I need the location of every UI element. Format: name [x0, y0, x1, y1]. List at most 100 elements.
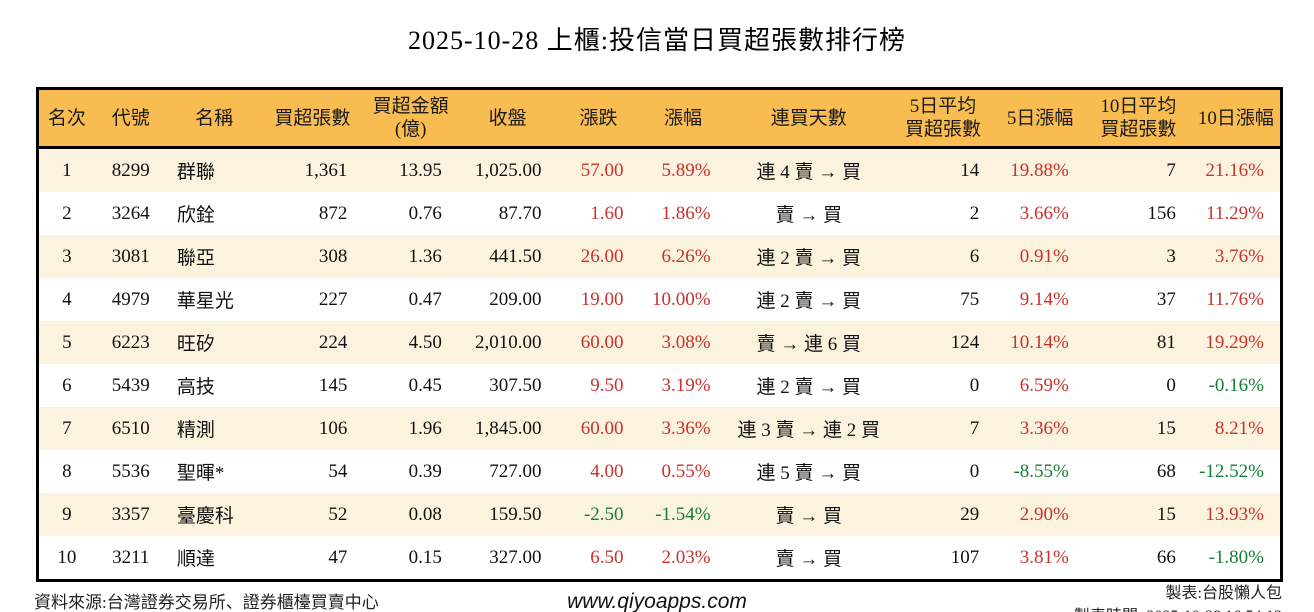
- cell-avg10: 66: [1156, 546, 1176, 568]
- cell-change: -2.50: [583, 503, 624, 525]
- cell-pct10: -1.80%: [1208, 546, 1264, 568]
- cell-avg5: 2: [969, 202, 980, 224]
- cell-pct5: 3.36%: [1019, 417, 1069, 439]
- cell-rank: 7: [62, 417, 72, 439]
- cell-code: 6223: [111, 331, 150, 353]
- cell-pct5: 10.14%: [1010, 331, 1069, 353]
- cell-net_buy_amount: 1.36: [408, 245, 442, 267]
- cell-pct5: 9.14%: [1019, 288, 1069, 310]
- table-row: 7 6510 精測 106 1.96 1,845.00 60.00 3.36% 連 3 賣 → …: [37, 407, 1282, 450]
- cell-pct5: -8.55%: [1013, 460, 1069, 482]
- cell-net_buy_shares: 308: [318, 245, 348, 267]
- ranking-table: 名次 代號 名稱 買超張數 買超金額 (億) 收盤 漲跌 漲幅 連買天數 5日平均 買超張數 5日漲…: [36, 87, 1283, 582]
- cell-change_pct: 5.89%: [661, 159, 711, 181]
- cell-net_buy_amount: 1.96: [408, 417, 442, 439]
- cell-close: 1,845.00: [474, 417, 542, 439]
- column-header-avg10: 10日平均 買超張數: [1084, 88, 1192, 149]
- cell-avg5: 0: [969, 374, 980, 396]
- column-header-change_pct: 漲幅: [639, 88, 727, 149]
- header-row: 名次 代號 名稱 買超張數 買超金額 (億) 收盤 漲跌 漲幅 連買天數 5日平均 買超張數 5日漲…: [37, 88, 1282, 149]
- cell-close: 87.70: [498, 202, 542, 224]
- cell-streak: 連 3 賣 → 連 2 買: [737, 420, 880, 441]
- cell-avg10: 0: [1166, 374, 1176, 396]
- cell-rank: 2: [62, 202, 72, 224]
- table-row: 2 3264 欣銓 872 0.76 87.70 1.60 1.86% 賣 → 買 2 3.66% 1…: [37, 192, 1282, 235]
- cell-change: 19.00: [580, 288, 624, 310]
- cell-avg5: 0: [969, 460, 980, 482]
- cell-change_pct: 2.03%: [661, 546, 711, 568]
- cell-pct10: 21.16%: [1205, 159, 1264, 181]
- cell-code: 4979: [111, 288, 150, 310]
- cell-streak: 賣 → 買: [775, 205, 842, 226]
- column-header-name: 名稱: [166, 88, 262, 149]
- cell-streak: 連 2 賣 → 買: [756, 248, 861, 269]
- cell-pct5: 2.90%: [1019, 503, 1069, 525]
- cell-pct5: 3.81%: [1019, 546, 1069, 568]
- column-header-net_buy_amount: 買超金額 (億): [363, 88, 458, 149]
- cell-net_buy_shares: 227: [318, 288, 348, 310]
- table-row: 6 5439 高技 145 0.45 307.50 9.50 3.19% 連 2 賣 → 買 0 6…: [37, 364, 1282, 407]
- cell-avg5: 7: [969, 417, 980, 439]
- cell-net_buy_amount: 13.95: [399, 159, 442, 181]
- cell-net_buy_shares: 47: [328, 546, 348, 568]
- cell-avg10: 156: [1147, 202, 1176, 224]
- cell-net_buy_shares: 54: [328, 460, 348, 482]
- cell-net_buy_amount: 4.50: [408, 331, 442, 353]
- cell-code: 3357: [111, 503, 150, 525]
- cell-name: 高技: [176, 377, 215, 398]
- table-body: 1 8299 群聯 1,361 13.95 1,025.00 57.00 5.89% 連 4 賣…: [37, 147, 1282, 581]
- cell-change: 4.00: [590, 460, 624, 482]
- cell-net_buy_amount: 0.15: [408, 546, 442, 568]
- credits-block: 製表:台股懶人包 製表時間: 2025-10-28 16:54:13: [1074, 582, 1282, 612]
- cell-streak: 連 4 賣 → 買: [756, 162, 861, 183]
- cell-pct10: 11.76%: [1206, 288, 1264, 310]
- cell-avg10: 37: [1156, 288, 1176, 310]
- cell-change: 26.00: [580, 245, 624, 267]
- cell-pct10: 19.29%: [1205, 331, 1264, 353]
- cell-change_pct: 10.00%: [652, 288, 711, 310]
- data-source-note: 資料來源:台灣證券交易所、證券櫃檯買賣中心: [34, 593, 379, 612]
- cell-avg5: 124: [950, 331, 980, 353]
- cell-code: 3211: [112, 546, 150, 568]
- cell-name: 旺矽: [176, 334, 215, 355]
- report-page: 2025-10-28 上櫃:投信當日買超張數排行榜 名次 代號 名稱 買超張數 買超金額…: [0, 20, 1314, 612]
- column-header-avg5: 5日平均 買超張數: [890, 88, 996, 149]
- cell-change: 9.50: [590, 374, 624, 396]
- cell-name: 聯亞: [176, 248, 215, 269]
- cell-streak: 賣 → 連 6 買: [756, 334, 861, 355]
- cell-avg5: 75: [960, 288, 980, 310]
- cell-avg5: 107: [950, 546, 980, 568]
- table-row: 8 5536 聖暉* 54 0.39 727.00 4.00 0.55% 連 5 賣 → 買 0 -…: [37, 450, 1282, 493]
- cell-net_buy_amount: 0.45: [408, 374, 442, 396]
- cell-change_pct: 1.86%: [661, 202, 711, 224]
- cell-name: 群聯: [176, 162, 215, 183]
- cell-pct5: 0.91%: [1019, 245, 1069, 267]
- cell-pct10: 8.21%: [1214, 417, 1264, 439]
- cell-close: 307.50: [489, 374, 542, 396]
- cell-avg10: 81: [1156, 331, 1176, 353]
- cell-change_pct: 6.26%: [661, 245, 711, 267]
- cell-change_pct: -1.54%: [655, 503, 711, 525]
- cell-rank: 6: [62, 374, 72, 396]
- cell-rank: 5: [62, 331, 72, 353]
- cell-streak: 連 2 賣 → 買: [756, 377, 861, 398]
- cell-change_pct: 3.36%: [661, 417, 711, 439]
- cell-name: 精測: [176, 420, 215, 441]
- cell-streak: 賣 → 買: [775, 506, 842, 527]
- table-row: 1 8299 群聯 1,361 13.95 1,025.00 57.00 5.89% 連 4 賣…: [37, 147, 1282, 192]
- cell-pct10: -0.16%: [1208, 374, 1264, 396]
- cell-name: 聖暉*: [176, 463, 225, 484]
- cell-close: 2,010.00: [474, 331, 542, 353]
- cell-pct10: 3.76%: [1214, 245, 1264, 267]
- cell-close: 1,025.00: [474, 159, 542, 181]
- cell-name: 臺慶科: [176, 506, 234, 527]
- table-header: 名次 代號 名稱 買超張數 買超金額 (億) 收盤 漲跌 漲幅 連買天數 5日平均 買超張數 5日漲…: [37, 88, 1282, 149]
- cell-rank: 1: [62, 159, 72, 181]
- column-header-pct10: 10日漲幅: [1191, 88, 1282, 149]
- cell-name: 欣銓: [176, 205, 215, 226]
- column-header-pct5: 5日漲幅: [995, 88, 1085, 149]
- cell-code: 6510: [111, 417, 150, 439]
- cell-net_buy_shares: 106: [318, 417, 348, 439]
- cell-close: 159.50: [489, 503, 542, 525]
- cell-avg10: 15: [1156, 503, 1176, 525]
